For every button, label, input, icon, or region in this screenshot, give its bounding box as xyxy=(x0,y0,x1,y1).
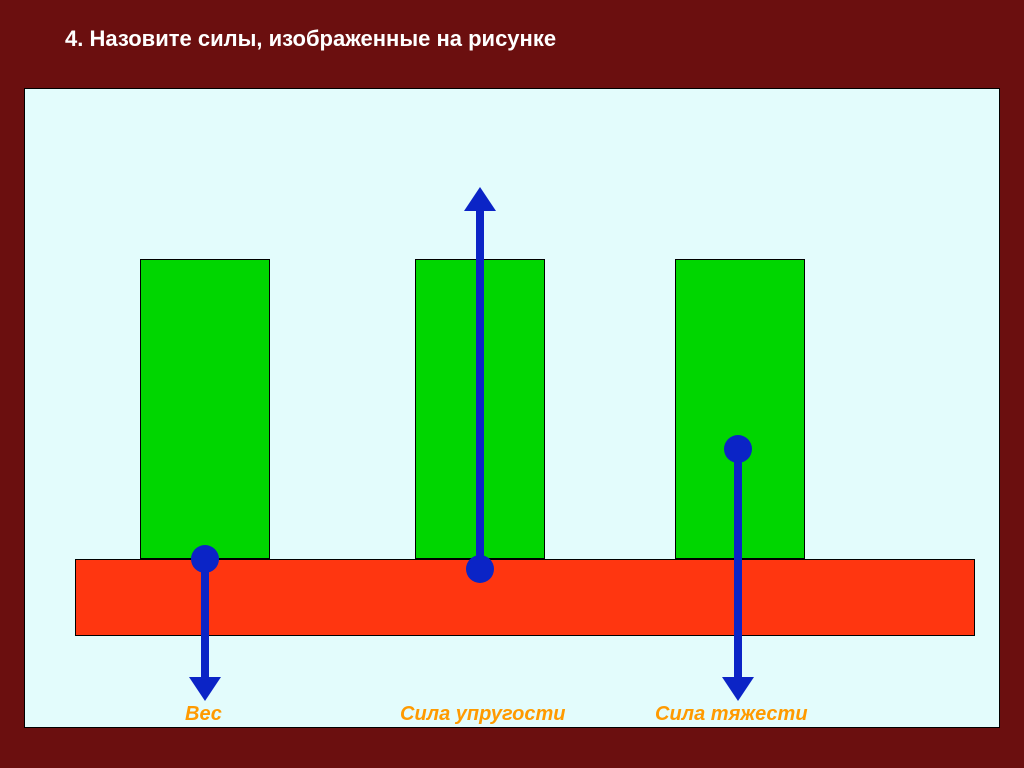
arrow-origin-gravity xyxy=(724,435,752,463)
arrow-head-gravity xyxy=(722,677,754,701)
slide: 4. Назовите силы, изображенные на рисунк… xyxy=(0,0,1024,768)
block-1 xyxy=(140,259,270,559)
label-weight: Вес xyxy=(185,703,222,726)
slide-title: 4. Назовите силы, изображенные на рисунк… xyxy=(65,26,556,52)
diagram-area: Вес Сила упругости Сила тяжести xyxy=(24,88,1000,728)
label-gravity: Сила тяжести xyxy=(655,703,808,726)
arrow-line-weight xyxy=(201,559,209,679)
arrow-origin-elastic xyxy=(466,555,494,583)
arrow-line-gravity xyxy=(734,449,742,679)
label-elastic: Сила упругости xyxy=(400,703,565,726)
arrow-line-elastic xyxy=(476,209,484,569)
arrow-origin-weight xyxy=(191,545,219,573)
arrow-head-elastic xyxy=(464,187,496,211)
arrow-head-weight xyxy=(189,677,221,701)
